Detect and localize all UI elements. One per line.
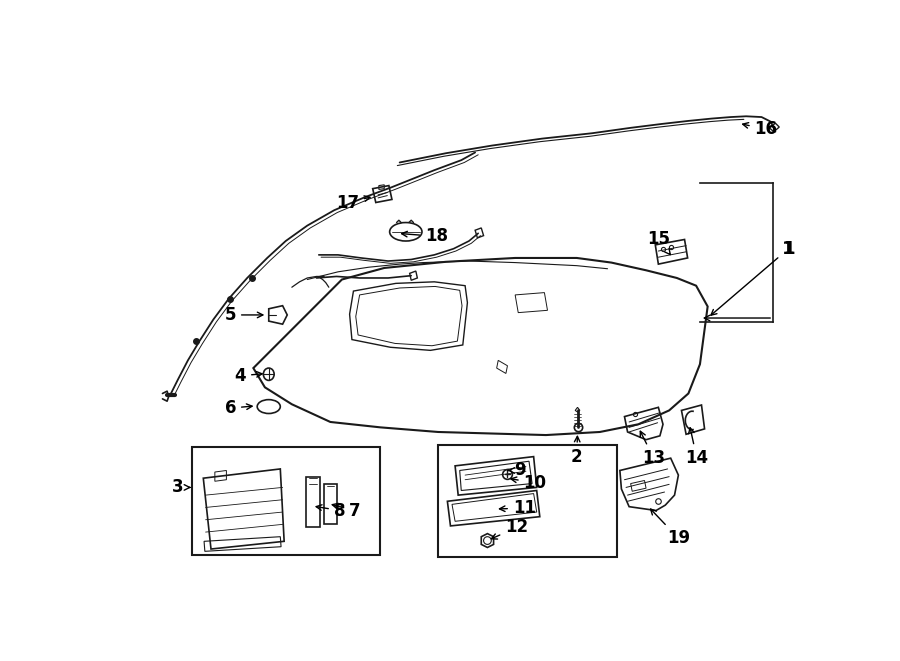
Bar [438,445,616,557]
Text: 11: 11 [500,499,536,517]
Text: 1: 1 [711,240,794,315]
Text: 12: 12 [491,518,528,539]
Text: 4: 4 [234,367,262,385]
Text: 5: 5 [224,306,263,324]
Text: 9: 9 [508,461,526,479]
Text: 14: 14 [685,428,708,467]
Text: 17: 17 [336,194,370,212]
Text: 15: 15 [647,231,670,254]
Text: 3: 3 [172,479,190,496]
Bar [192,447,381,555]
Text: 7: 7 [332,502,361,520]
Text: 13: 13 [640,431,665,467]
Text: 1: 1 [782,240,795,258]
Text: 10: 10 [511,474,546,492]
Text: 8: 8 [316,502,346,520]
Text: 16: 16 [742,120,778,138]
Text: 6: 6 [224,399,252,417]
Text: 19: 19 [651,509,690,547]
Text: 2: 2 [571,436,582,465]
Text: 18: 18 [401,227,448,245]
